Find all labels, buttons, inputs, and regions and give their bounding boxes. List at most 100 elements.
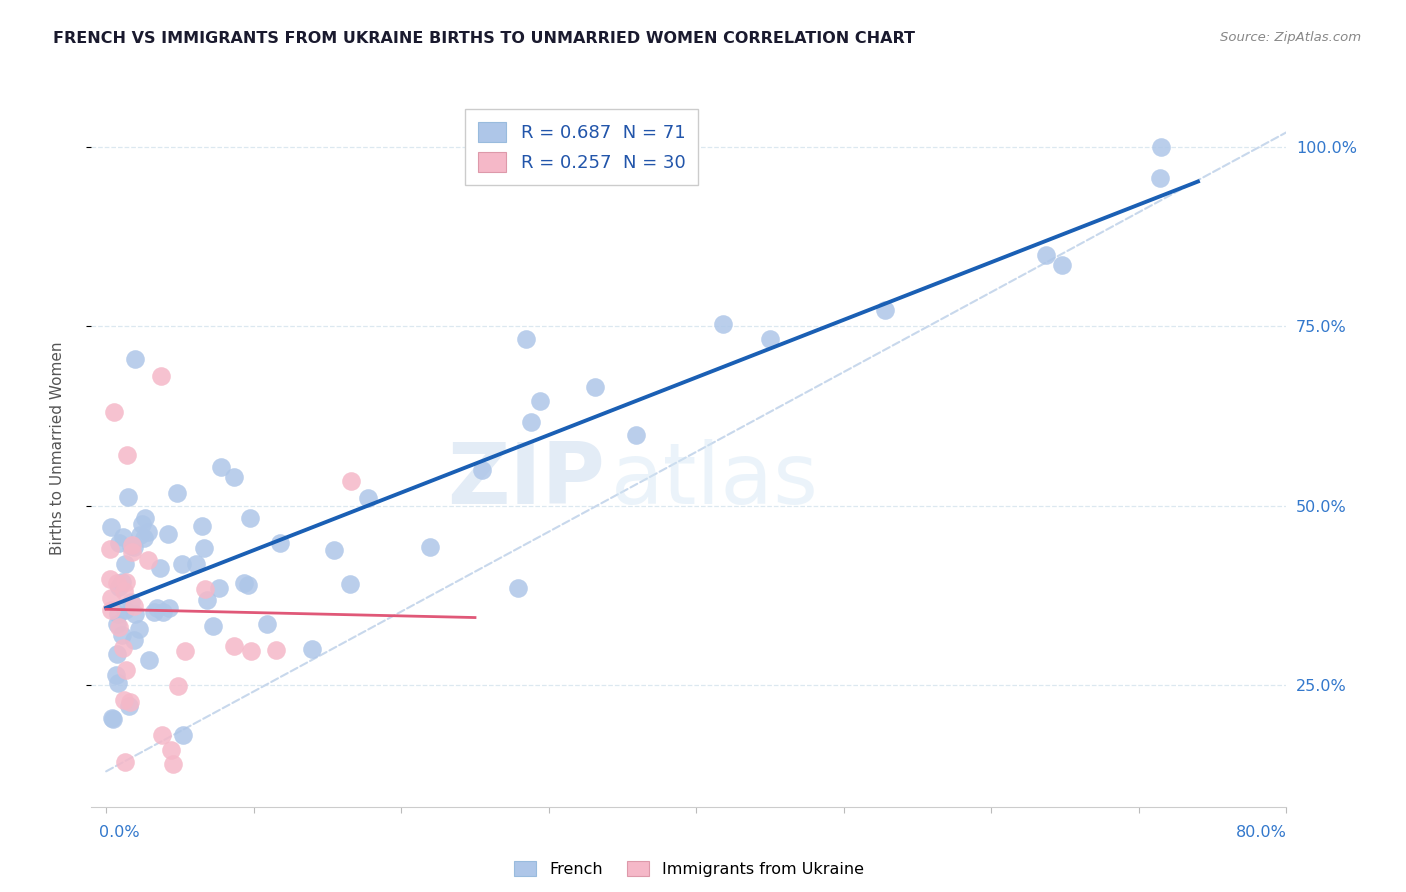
Point <box>114 755 136 769</box>
Text: 0.0%: 0.0% <box>98 825 139 840</box>
Point <box>195 593 218 607</box>
Point <box>112 641 135 656</box>
Point <box>1149 170 1171 185</box>
Point <box>105 647 128 661</box>
Point <box>301 641 323 656</box>
Point <box>339 577 361 591</box>
Point <box>222 470 245 484</box>
Point <box>159 601 181 615</box>
Point <box>174 644 197 658</box>
Point <box>873 302 896 317</box>
Point <box>112 693 135 707</box>
Point <box>340 474 363 488</box>
Point <box>520 415 543 429</box>
Point <box>114 557 136 571</box>
Point <box>100 603 122 617</box>
Point <box>124 541 146 555</box>
Point <box>115 663 138 677</box>
Point <box>124 352 146 367</box>
Point <box>98 542 121 557</box>
Point <box>233 575 256 590</box>
Point <box>150 728 173 742</box>
Point <box>107 620 129 634</box>
Point <box>193 541 215 555</box>
Point <box>239 644 262 658</box>
Point <box>117 490 139 504</box>
Point <box>128 528 150 542</box>
Point <box>101 712 124 726</box>
Point <box>138 525 160 540</box>
Point <box>128 623 150 637</box>
Point <box>100 519 122 533</box>
Point <box>100 572 122 586</box>
Text: Source: ZipAtlas.com: Source: ZipAtlas.com <box>1220 31 1361 45</box>
Point <box>121 545 143 559</box>
Point <box>122 599 145 614</box>
Point <box>112 584 135 599</box>
Point <box>115 449 138 463</box>
Point <box>152 605 174 619</box>
Point <box>172 728 194 742</box>
Point <box>357 491 380 505</box>
Point <box>583 380 606 394</box>
Point <box>162 757 184 772</box>
Point <box>149 561 172 575</box>
Point <box>529 394 551 409</box>
Point <box>118 695 141 709</box>
Point <box>159 743 181 757</box>
Point <box>146 600 169 615</box>
Point <box>149 369 172 384</box>
Point <box>515 332 537 346</box>
Point <box>170 557 193 571</box>
Point <box>222 639 245 653</box>
Point <box>138 653 160 667</box>
Point <box>166 485 188 500</box>
Point <box>471 463 494 477</box>
Point <box>322 543 344 558</box>
Point <box>111 575 134 590</box>
Point <box>121 538 143 552</box>
Point <box>194 582 217 597</box>
Text: atlas: atlas <box>612 439 820 522</box>
Point <box>118 698 141 713</box>
Point <box>711 317 734 331</box>
Point <box>111 530 134 544</box>
Point <box>107 676 129 690</box>
Point <box>122 633 145 648</box>
Point <box>208 581 231 595</box>
Point <box>256 616 278 631</box>
Point <box>239 511 262 525</box>
Point <box>105 575 128 590</box>
Point <box>269 536 291 550</box>
Point <box>759 332 782 346</box>
Text: ZIP: ZIP <box>447 439 605 522</box>
Point <box>624 428 647 442</box>
Point <box>209 460 232 475</box>
Point <box>114 603 136 617</box>
Point <box>167 679 190 693</box>
Point <box>105 616 128 631</box>
Point <box>134 511 156 525</box>
Point <box>131 516 153 531</box>
Point <box>108 580 131 594</box>
Point <box>1035 248 1057 262</box>
Point <box>111 628 134 642</box>
Point <box>100 591 122 605</box>
Point <box>157 527 180 541</box>
Point <box>138 553 160 567</box>
Point <box>190 518 212 533</box>
Point <box>107 607 129 621</box>
Point <box>132 531 155 545</box>
Point <box>202 619 225 633</box>
Point <box>419 540 441 554</box>
Point <box>238 578 260 592</box>
Text: FRENCH VS IMMIGRANTS FROM UKRAINE BIRTHS TO UNMARRIED WOMEN CORRELATION CHART: FRENCH VS IMMIGRANTS FROM UKRAINE BIRTHS… <box>53 31 915 46</box>
Point <box>115 575 138 590</box>
Point <box>107 536 129 550</box>
Point <box>121 539 143 553</box>
Point <box>124 607 146 622</box>
Point <box>101 711 124 725</box>
Point <box>264 643 287 657</box>
Point <box>120 595 142 609</box>
Point <box>1052 258 1074 272</box>
